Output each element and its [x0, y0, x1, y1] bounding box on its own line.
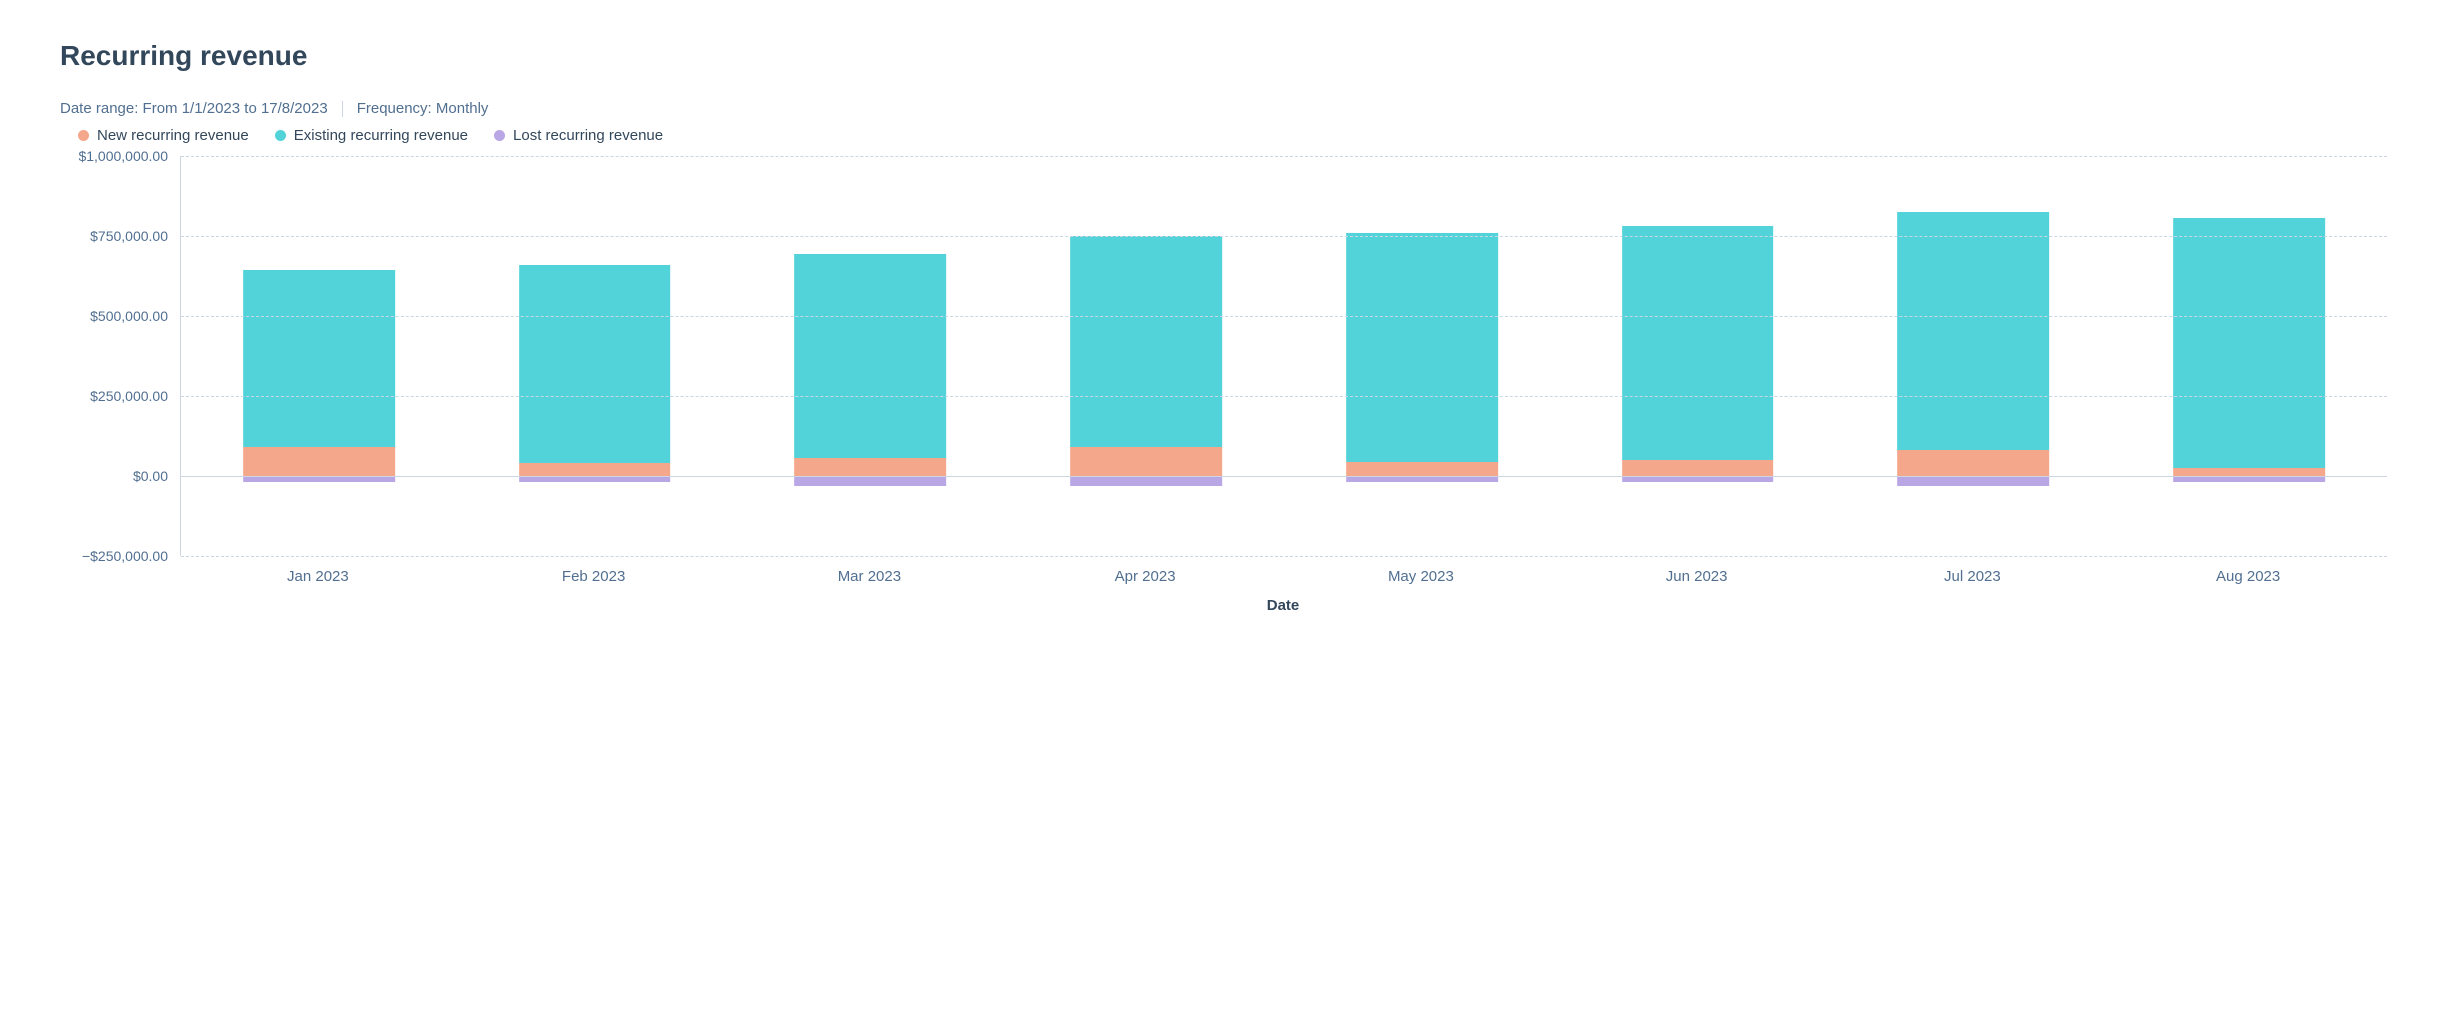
gridline	[181, 556, 2387, 557]
x-tick-label: Jan 2023	[180, 568, 456, 585]
bar-segment[interactable]	[243, 270, 395, 448]
report-container: Recurring revenue Date range: From 1/1/2…	[0, 0, 2446, 654]
chart-panel: Jan 2023Feb 2023Mar 2023Apr 2023May 2023…	[180, 156, 2386, 614]
y-tick-label: $500,000.00	[90, 308, 168, 324]
bars-row	[181, 156, 2387, 556]
legend-item-new[interactable]: New recurring revenue	[78, 127, 249, 144]
x-tick-label: May 2023	[1283, 568, 1559, 585]
bar-cell	[181, 156, 457, 556]
bar-segment[interactable]	[1070, 447, 1222, 476]
x-tick-label: Jun 2023	[1559, 568, 1835, 585]
x-tick-label: Aug 2023	[2110, 568, 2386, 585]
x-tick-label: Mar 2023	[732, 568, 1008, 585]
y-tick-label: $0.00	[133, 468, 168, 484]
bar-segment[interactable]	[519, 463, 671, 476]
y-tick-label: $1,000,000.00	[78, 148, 168, 164]
bar-segment[interactable]	[795, 476, 947, 486]
bar-segment[interactable]	[795, 254, 947, 459]
bar-segment[interactable]	[2173, 468, 2325, 476]
meta-row: Date range: From 1/1/2023 to 17/8/2023 F…	[60, 100, 2386, 117]
gridline	[181, 396, 2387, 397]
chart-area: $1,000,000.00$750,000.00$500,000.00$250,…	[60, 156, 2386, 614]
y-axis-labels: $1,000,000.00$750,000.00$500,000.00$250,…	[60, 156, 180, 556]
date-range-label: Date range: From 1/1/2023 to 17/8/2023	[60, 100, 328, 117]
bar-segment[interactable]	[243, 447, 395, 476]
y-tick-label: $750,000.00	[90, 228, 168, 244]
bar-cell	[1560, 156, 1836, 556]
frequency-label: Frequency: Monthly	[357, 100, 489, 117]
bar-segment[interactable]	[795, 458, 947, 476]
bar-cell	[457, 156, 733, 556]
bar-cell	[1008, 156, 1284, 556]
page-title: Recurring revenue	[60, 40, 2386, 72]
bar-segment[interactable]	[1346, 233, 1498, 462]
legend-dot-existing	[275, 130, 286, 141]
bar-segment[interactable]	[1898, 450, 2050, 476]
y-tick-label: $250,000.00	[90, 388, 168, 404]
legend-dot-new	[78, 130, 89, 141]
legend-dot-lost	[494, 130, 505, 141]
gridline	[181, 316, 2387, 317]
bar-segment[interactable]	[1070, 236, 1222, 447]
bar-cell	[1284, 156, 1560, 556]
x-tick-label: Apr 2023	[1007, 568, 1283, 585]
legend-label-lost: Lost recurring revenue	[513, 127, 663, 144]
y-tick-label: −$250,000.00	[82, 548, 168, 564]
x-axis-labels: Jan 2023Feb 2023Mar 2023Apr 2023May 2023…	[180, 568, 2386, 585]
bar-cell	[733, 156, 1009, 556]
plot	[180, 156, 2387, 556]
bar-cell	[2111, 156, 2387, 556]
x-axis-title: Date	[180, 597, 2386, 614]
gridline	[181, 156, 2387, 157]
legend-label-existing: Existing recurring revenue	[294, 127, 468, 144]
bar-segment[interactable]	[1070, 476, 1222, 486]
bar-segment[interactable]	[1346, 462, 1498, 476]
bar-segment[interactable]	[519, 265, 671, 463]
bar-segment[interactable]	[2173, 218, 2325, 468]
legend-item-lost[interactable]: Lost recurring revenue	[494, 127, 663, 144]
bar-segment[interactable]	[1622, 226, 1774, 460]
gridline	[181, 236, 2387, 237]
bar-segment[interactable]	[1898, 212, 2050, 450]
bar-segment[interactable]	[1898, 476, 2050, 486]
gridline	[181, 476, 2387, 477]
bar-segment[interactable]	[1622, 460, 1774, 476]
bar-cell	[1836, 156, 2112, 556]
x-tick-label: Feb 2023	[456, 568, 732, 585]
meta-separator	[342, 101, 343, 117]
legend: New recurring revenue Existing recurring…	[60, 127, 2386, 144]
legend-item-existing[interactable]: Existing recurring revenue	[275, 127, 468, 144]
x-tick-label: Jul 2023	[1835, 568, 2111, 585]
legend-label-new: New recurring revenue	[97, 127, 249, 144]
